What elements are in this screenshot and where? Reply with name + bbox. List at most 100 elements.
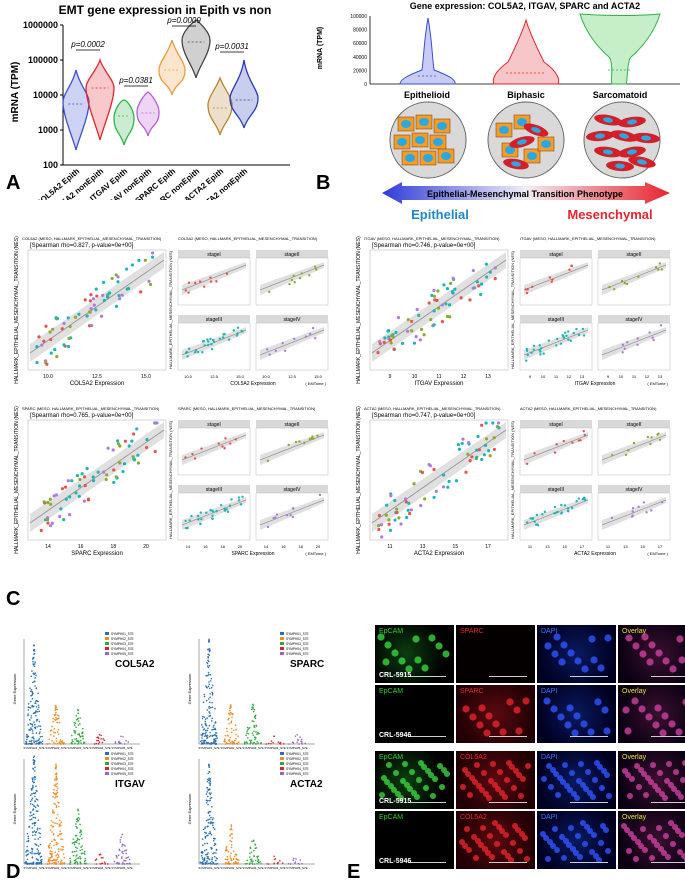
panel-a-ytick: 1000 <box>38 125 58 135</box>
violin-biphasic <box>492 18 560 85</box>
strip-legend-item: SYMPH05_S7E <box>286 652 309 656</box>
facet-stage-label: stageIII <box>548 317 564 323</box>
panel-a: EMT gene expression in Epith vs non mRNA… <box>0 0 300 218</box>
panel-a-ytick: 10000 <box>33 90 58 100</box>
scatter-header: ITGAV (MESO, HALLMARK_EPITHELIAL_MESENCH… <box>364 236 500 241</box>
gene-label: SPARC <box>290 659 324 670</box>
facet-xtick: 10 <box>541 374 546 379</box>
strip-xtick: SYMPH05_S7E <box>111 746 132 750</box>
gene-label: COL5A2 <box>115 659 155 670</box>
scatter-xtick: 11 <box>387 544 392 550</box>
panel-b-ylabel: mRNA (TPM) <box>317 27 324 70</box>
facet-xtick: 15 <box>562 544 567 549</box>
facet-stage-label: stageIII <box>548 487 564 493</box>
facet-xtick: 13 <box>580 374 585 379</box>
facet-stage-label: stageII <box>626 422 641 428</box>
scale-bar <box>651 736 685 737</box>
pvalue-label: p=0.0031 <box>214 42 249 51</box>
facet-ylabel: HALLMARK_EPITHELIAL_MESENCHYMAL_TRANSITI… <box>510 420 515 539</box>
micrograph-cells <box>543 697 611 737</box>
panel-b-ytick: 0 <box>364 82 367 88</box>
scale-bar <box>489 802 527 803</box>
facet-xtick: 18 <box>220 544 225 549</box>
violin-strip-group: Gene ExpressionACTA2SYMPH01_S7ESYMPH02_S… <box>187 752 323 870</box>
micrograph-tile: EpCAM CRL-5915 <box>375 751 454 809</box>
mesenchymal-label: Mesenchymal <box>567 207 652 222</box>
strip-legend-item: SYMPH01_S7E <box>286 752 309 756</box>
facet-stage-label: stageIII <box>206 487 222 493</box>
panel-e-label: E <box>347 861 361 883</box>
scatter-xtick: 12 <box>461 374 467 380</box>
panel-a-title: EMT gene expression in Epith vs non <box>59 3 272 17</box>
scale-bar <box>489 676 527 677</box>
emtome-credit: ( EMTome ) <box>305 381 326 386</box>
panel-b-figure: Gene expression: COL5A2, ITGAV, SPARC an… <box>317 1 680 222</box>
scale-bar <box>570 862 608 863</box>
pvalue-label: p=0.0381 <box>118 76 153 85</box>
violin-5 <box>181 19 211 79</box>
facet-ylabel: HALLMARK_EPITHELIAL_MESENCHYMAL_TRANSITI… <box>168 420 173 539</box>
channel-label: COL5A2 <box>460 814 487 821</box>
scatter-xtick: 13 <box>420 544 426 550</box>
channel-label: Overlay <box>622 688 647 695</box>
scatter-xtick: 9 <box>389 374 392 380</box>
micrograph-cells <box>377 633 450 673</box>
panel-c-label: C <box>6 588 21 610</box>
micrograph-tile: Overlay <box>618 751 685 809</box>
scatter-xtick: 10.0 <box>43 374 53 380</box>
facet-stage-label: stageIV <box>626 487 644 493</box>
strip-legend-item: SYMPH04_S7E <box>111 767 134 771</box>
facet-xlabel: COL5A2 Expression <box>230 381 276 387</box>
micrograph-tile: SPARC <box>456 625 535 683</box>
facet-xtick: 15 <box>640 544 645 549</box>
scatter-xtick: 20 <box>143 544 149 550</box>
channel-label: SPARC <box>460 628 484 635</box>
violin-3 <box>136 91 160 137</box>
micrograph-tile: EpCAM CRL-5915 <box>375 625 454 683</box>
spearman-stat: [Spearman rho=0.746, p-value=0e+00] <box>372 243 476 249</box>
scale-bar <box>408 862 446 863</box>
facet-xtick: 13 <box>545 544 550 549</box>
strip-xtick: SYMPH04_S7E <box>89 746 110 750</box>
panel-a-ylabel: mRNA (TPM) <box>10 62 21 123</box>
facet-xtick: 17 <box>580 544 585 549</box>
emtome-credit: ( EMTome ) <box>647 551 668 556</box>
panel-a-label: A <box>6 172 21 194</box>
scatter-xlabel: SPARC Expression <box>71 551 123 557</box>
facet-stage-label: stageII <box>284 422 299 428</box>
strip-legend-item: SYMPH03_S7E <box>111 642 134 646</box>
scatter-xtick: 13 <box>485 374 491 380</box>
channel-label: Overlay <box>622 628 647 635</box>
facet-header: SPARC (MESO, HALLMARK_EPITHELIAL_MESENCH… <box>178 406 316 411</box>
spearman-stat: [Spearman rho=0.747, p-value=0e+00] <box>372 413 476 419</box>
strip-xtick: SYMPH05_S7E <box>286 746 307 750</box>
violin-6 <box>207 75 233 136</box>
cell-line-label: CRL-5915 <box>379 672 412 679</box>
violin-4 <box>158 39 186 96</box>
facet-xtick: 10 <box>619 374 624 379</box>
micrograph-tile: Overlay <box>618 685 685 743</box>
panel-b-ytick: 40000 <box>353 55 367 61</box>
channel-label: EpCAM <box>379 754 404 761</box>
spearman-stat: [Spearman rho=0.827, p-value=0e+00] <box>30 243 134 249</box>
facet-xtick: 16 <box>203 544 208 549</box>
epithelial-label: Epithelial <box>411 207 469 222</box>
strip-legend-item: SYMPH03_S7E <box>286 762 309 766</box>
channel-label: DAPI <box>541 628 558 635</box>
channel-label: EpCAM <box>379 688 404 695</box>
strip-xtick: SYMPH02_S7E <box>220 746 241 750</box>
violin-1 <box>85 57 115 141</box>
violin-epithelioid <box>399 17 456 85</box>
channel-label: DAPI <box>541 814 558 821</box>
scatter-xtick: 15 <box>453 544 459 550</box>
micrograph-cells <box>622 697 685 737</box>
violin-strip-group: Gene ExpressionSPARCSYMPH01_S7ESYMPH02_S… <box>187 632 324 750</box>
scale-bar <box>651 676 685 677</box>
panel-b: Gene expression: COL5A2, ITGAV, SPARC an… <box>310 0 685 225</box>
micrograph-cells <box>621 820 685 863</box>
channel-label: EpCAM <box>379 628 404 635</box>
channel-label: DAPI <box>541 688 558 695</box>
micrograph-tile: COL5A2 <box>456 811 535 869</box>
strip-xtick: SYMPH04_S7E <box>89 866 110 870</box>
pvalue-label: p=0.0009 <box>166 16 201 25</box>
